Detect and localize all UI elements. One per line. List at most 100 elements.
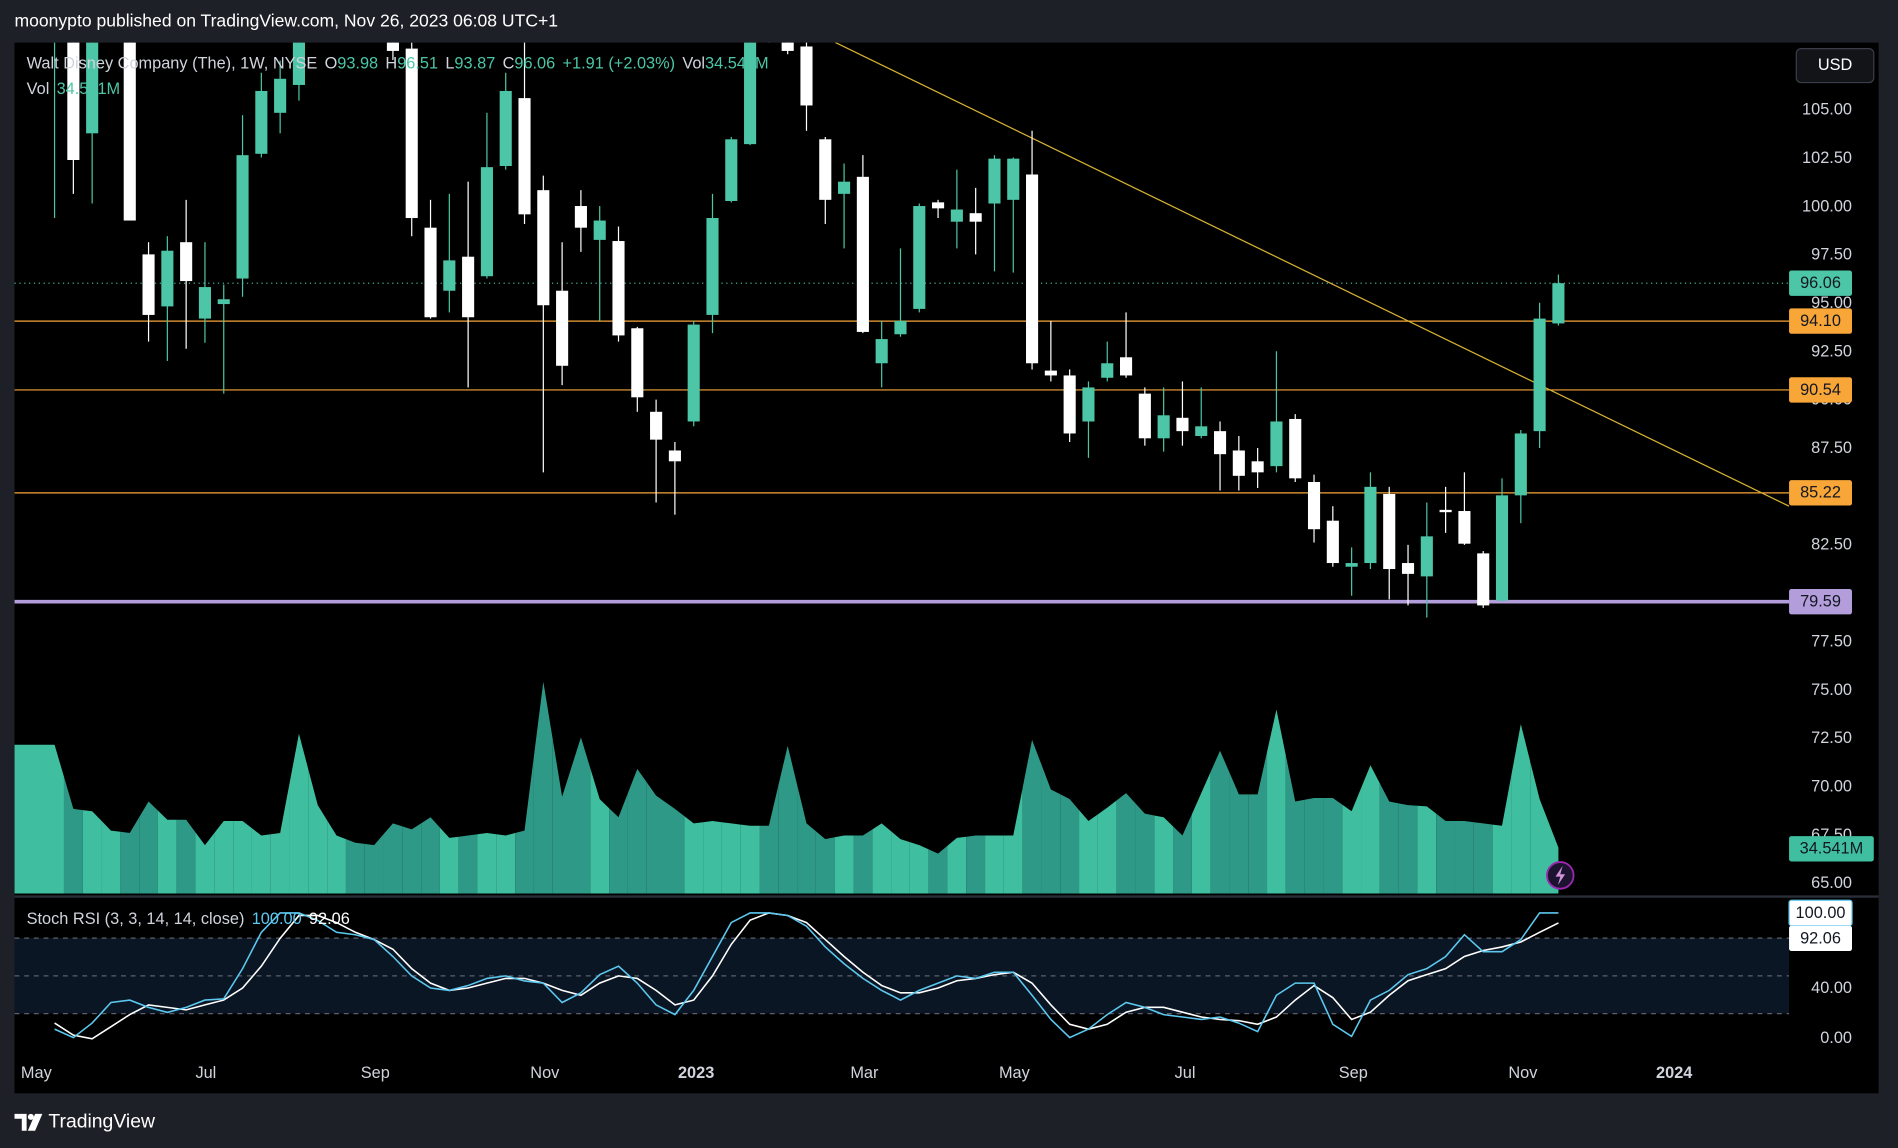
h-value: 96.51 — [397, 55, 438, 73]
candle-body — [744, 42, 757, 145]
o-value: 93.98 — [337, 55, 378, 73]
volume-area — [214, 820, 234, 894]
volume-area — [1342, 788, 1362, 894]
level-label: 85.22 — [1800, 484, 1841, 502]
y-tick-label: 65.00 — [1811, 874, 1852, 892]
x-tick-label: 2023 — [678, 1064, 714, 1082]
volume-area — [120, 817, 140, 894]
candle-body — [1477, 553, 1490, 606]
volume-area — [1191, 771, 1211, 894]
stoch-legend: Stoch RSI (3, 3, 14, 14, close) 100.00 92.… — [27, 911, 350, 929]
candle-body — [1326, 520, 1339, 564]
volume-area — [740, 824, 760, 894]
candle-body — [1176, 417, 1189, 432]
vol-key: Vol — [27, 80, 50, 98]
vol-value: 34.541M — [57, 80, 121, 98]
x-tick-label: Nov — [530, 1064, 560, 1082]
candle-body — [255, 90, 268, 154]
candle-body — [1364, 486, 1377, 564]
candle-body — [1082, 387, 1095, 422]
volume-area — [797, 784, 816, 894]
level-label-box — [1789, 377, 1853, 403]
candle-body — [1232, 450, 1245, 476]
candle-body — [499, 90, 512, 166]
c-value: 96.06 — [514, 55, 555, 73]
volume-legend: Vol 34.541M — [27, 80, 121, 98]
candle-body — [1195, 426, 1208, 436]
candle-body — [838, 181, 851, 194]
x-tick-label: May — [999, 1064, 1031, 1082]
y-tick-label: 87.50 — [1811, 439, 1852, 457]
volume-area — [14, 744, 64, 894]
volume-area — [439, 827, 459, 894]
y-tick-label: 105.00 — [1802, 101, 1852, 119]
volume-area — [1436, 813, 1456, 894]
k-label: 100.00 — [1796, 904, 1846, 922]
candle-body — [518, 98, 531, 215]
volume-area — [703, 820, 722, 894]
volume-area — [1304, 797, 1324, 894]
level-label-box — [1789, 480, 1853, 506]
volume-area — [721, 822, 741, 894]
x-tick-label: Mar — [850, 1064, 879, 1082]
volume-label-box — [1789, 836, 1874, 862]
volume-area — [496, 833, 516, 894]
volume-area — [1210, 750, 1230, 894]
candle-body — [217, 299, 230, 305]
x-tick-label: Nov — [1508, 1064, 1538, 1082]
volume-area — [101, 820, 121, 894]
volume-area — [251, 828, 271, 894]
candle-body — [1401, 563, 1415, 574]
volume-area — [1455, 820, 1474, 894]
y-tick-label: 70.00 — [1811, 778, 1852, 796]
candle-body — [86, 42, 99, 134]
candle-body — [1101, 363, 1114, 378]
volume-area — [1154, 815, 1174, 894]
volume-area — [1135, 803, 1155, 894]
candle-body — [1120, 357, 1133, 376]
candle-body — [1514, 433, 1527, 496]
volume-area — [289, 733, 309, 894]
y-tick-label: 92.50 — [1811, 342, 1852, 360]
volume-area — [1398, 803, 1418, 894]
candle-body — [1495, 495, 1509, 601]
currency-button[interactable] — [1795, 48, 1875, 84]
d-value: 92.06 — [309, 911, 350, 929]
volume-area — [985, 835, 1004, 894]
volume-area — [1323, 797, 1343, 894]
volume-area — [1530, 761, 1550, 894]
candle-body — [969, 213, 982, 222]
d-label: 92.06 — [1800, 929, 1841, 947]
volume-area — [778, 745, 798, 894]
candle-body — [593, 220, 606, 240]
d-label-box — [1789, 925, 1853, 952]
volume-area — [233, 820, 252, 894]
level-label-box — [1789, 308, 1853, 334]
volume-area — [82, 810, 102, 894]
volume-area — [552, 739, 572, 894]
volume-area — [1379, 783, 1399, 894]
last-price-box — [1789, 270, 1853, 296]
volume-area — [1079, 810, 1098, 894]
candle-body — [932, 202, 945, 209]
candle-body — [819, 139, 832, 200]
currency[interactable]: USD — [1818, 56, 1853, 74]
candle-body — [687, 324, 700, 422]
volume-area — [345, 839, 365, 894]
candle-body — [386, 42, 399, 51]
legend: Walt Disney Company (The), 1W, NYSE O93.9… — [27, 55, 769, 73]
stoch-tick-label: 0.00 — [1820, 1029, 1852, 1047]
candle-body — [537, 190, 550, 306]
y-tick-label: 72.50 — [1811, 729, 1852, 747]
candle-body — [1251, 461, 1264, 473]
vol-key: Vol — [682, 55, 705, 73]
logo-dot — [27, 1113, 34, 1120]
x-tick-label: Sep — [361, 1064, 390, 1082]
candle-body — [894, 320, 907, 335]
candle-body — [1026, 174, 1039, 364]
candle-body — [443, 260, 456, 291]
volume-area — [590, 768, 610, 894]
volume-area — [627, 768, 647, 894]
stoch-k — [54, 912, 1559, 1039]
candle-body — [292, 42, 305, 85]
